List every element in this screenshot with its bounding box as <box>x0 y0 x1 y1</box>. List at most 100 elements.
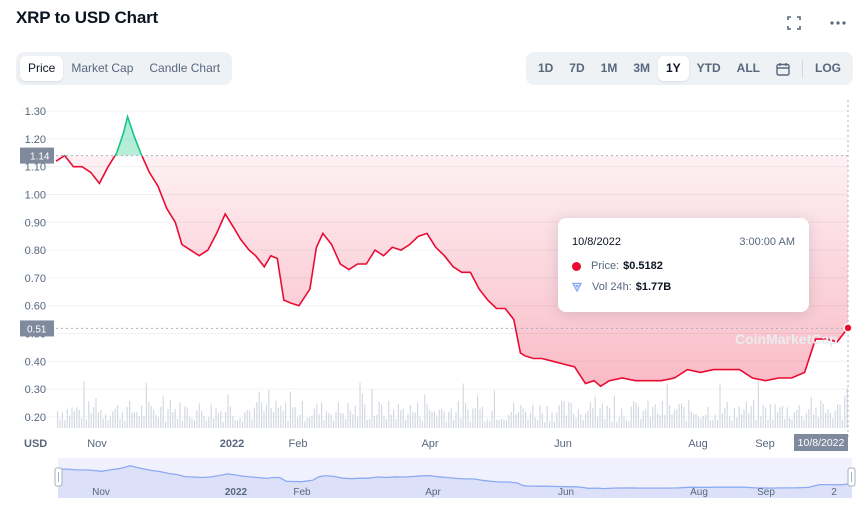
currency-label: USD <box>24 438 47 450</box>
volume-bar <box>513 402 515 428</box>
tab-candle-chart[interactable]: Candle Chart <box>149 61 221 75</box>
volume-bar <box>525 411 527 428</box>
volume-bar <box>769 404 771 428</box>
range-1m-button[interactable]: 1M <box>600 61 618 75</box>
tab-market-cap[interactable]: Market Cap <box>71 61 134 75</box>
navigator-right-handle[interactable] <box>847 467 856 487</box>
navigator-tick-label: Apr <box>425 487 441 498</box>
volume-bar <box>597 416 599 428</box>
volume-bar <box>64 420 66 428</box>
volume-bar <box>385 419 387 428</box>
x-tick-label: Nov <box>87 438 107 450</box>
navigator-tick-label: Aug <box>690 487 708 498</box>
volume-bar <box>681 403 683 428</box>
range-7d-button[interactable]: 7D <box>569 61 585 75</box>
y-tick-label: 0.80 <box>25 245 46 257</box>
volume-bar <box>244 412 246 428</box>
volume-bar <box>405 420 407 428</box>
volume-bar <box>299 415 301 428</box>
current-date-label: 10/8/2022 <box>798 437 845 449</box>
volume-bar <box>263 411 265 428</box>
volume-bar <box>659 415 661 428</box>
volume-bar <box>136 412 138 428</box>
volume-bar <box>172 411 174 428</box>
volume-bar <box>748 413 750 428</box>
tab-price[interactable]: Price <box>20 56 64 81</box>
range-selector: 1D 7D 1M 3M 1Y YTD ALL LOG <box>525 52 853 85</box>
volume-bar <box>544 421 546 428</box>
volume-bar <box>695 414 697 428</box>
volume-bar <box>700 418 702 428</box>
volume-bar <box>465 403 467 428</box>
volume-bar <box>436 416 438 428</box>
volume-bar <box>611 421 613 428</box>
volume-bar <box>249 410 251 428</box>
volume-bar <box>165 421 167 428</box>
log-scale-button[interactable]: LOG <box>815 61 841 75</box>
volume-bar <box>330 414 332 428</box>
volume-bar <box>294 407 296 428</box>
volume-bar <box>69 415 71 428</box>
volume-bar <box>129 400 131 428</box>
volume-bar <box>834 410 836 428</box>
volume-bar <box>270 408 272 428</box>
range-ytd-button[interactable]: YTD <box>696 61 721 75</box>
volume-bar <box>179 402 181 428</box>
volume-bar <box>575 418 577 428</box>
range-3m-button[interactable]: 3M <box>633 61 650 75</box>
volume-bar <box>431 411 433 428</box>
range-all-button[interactable]: ALL <box>736 61 760 75</box>
chart-type-tabs: Price Market Cap Candle Chart <box>16 52 233 85</box>
volume-bar <box>105 414 107 428</box>
volume-bar <box>817 417 819 428</box>
y-tick-label: 0.70 <box>25 273 46 285</box>
volume-bar <box>743 409 745 428</box>
volume-bar <box>237 420 239 428</box>
volume-bar <box>652 407 654 428</box>
navigator-left-handle[interactable] <box>54 467 63 487</box>
volume-bar <box>321 402 323 428</box>
volume-bar <box>181 421 183 428</box>
volume-bar <box>354 405 356 428</box>
calendar-icon[interactable] <box>768 56 798 81</box>
navigator-tick-label: 2022 <box>225 487 248 498</box>
volume-bar <box>589 401 591 428</box>
volume-bar <box>93 407 95 428</box>
volume-bar <box>112 411 114 428</box>
volume-bar <box>772 419 774 428</box>
volume-bar <box>443 411 445 428</box>
range-divider <box>802 59 803 78</box>
volume-bar <box>685 421 687 428</box>
volume-bar <box>342 413 344 428</box>
volume-bar <box>712 419 714 428</box>
volume-bar <box>201 411 203 428</box>
fullscreen-icon[interactable] <box>783 12 805 34</box>
volume-bar <box>258 391 260 428</box>
tooltip-volume-label: Vol 24h: <box>592 281 632 293</box>
volume-bar <box>388 400 390 428</box>
volume-bar <box>467 409 469 428</box>
navigator-tick-label: Feb <box>293 487 311 498</box>
y-tick-label: 1.20 <box>25 134 46 146</box>
volume-bar <box>186 407 188 428</box>
volume-bar <box>484 421 486 428</box>
volume-bar <box>613 395 615 428</box>
volume-bar <box>503 419 505 428</box>
volume-bar <box>707 406 709 428</box>
volume-bar <box>143 416 145 428</box>
volume-bar <box>657 413 659 428</box>
volume-bar <box>121 412 123 428</box>
range-1d-button[interactable]: 1D <box>537 61 554 75</box>
volume-bar <box>633 401 635 428</box>
range-1y-button[interactable]: 1Y <box>657 56 689 81</box>
x-tick-label: Aug <box>688 438 708 450</box>
volume-bar <box>529 412 531 428</box>
volume-bar <box>839 404 841 428</box>
volume-bar <box>721 413 723 428</box>
volume-bar <box>429 410 431 428</box>
date-label-box <box>794 434 848 451</box>
volume-bar <box>313 408 315 428</box>
more-dots-icon[interactable] <box>827 12 849 34</box>
volume-bar <box>825 412 827 428</box>
